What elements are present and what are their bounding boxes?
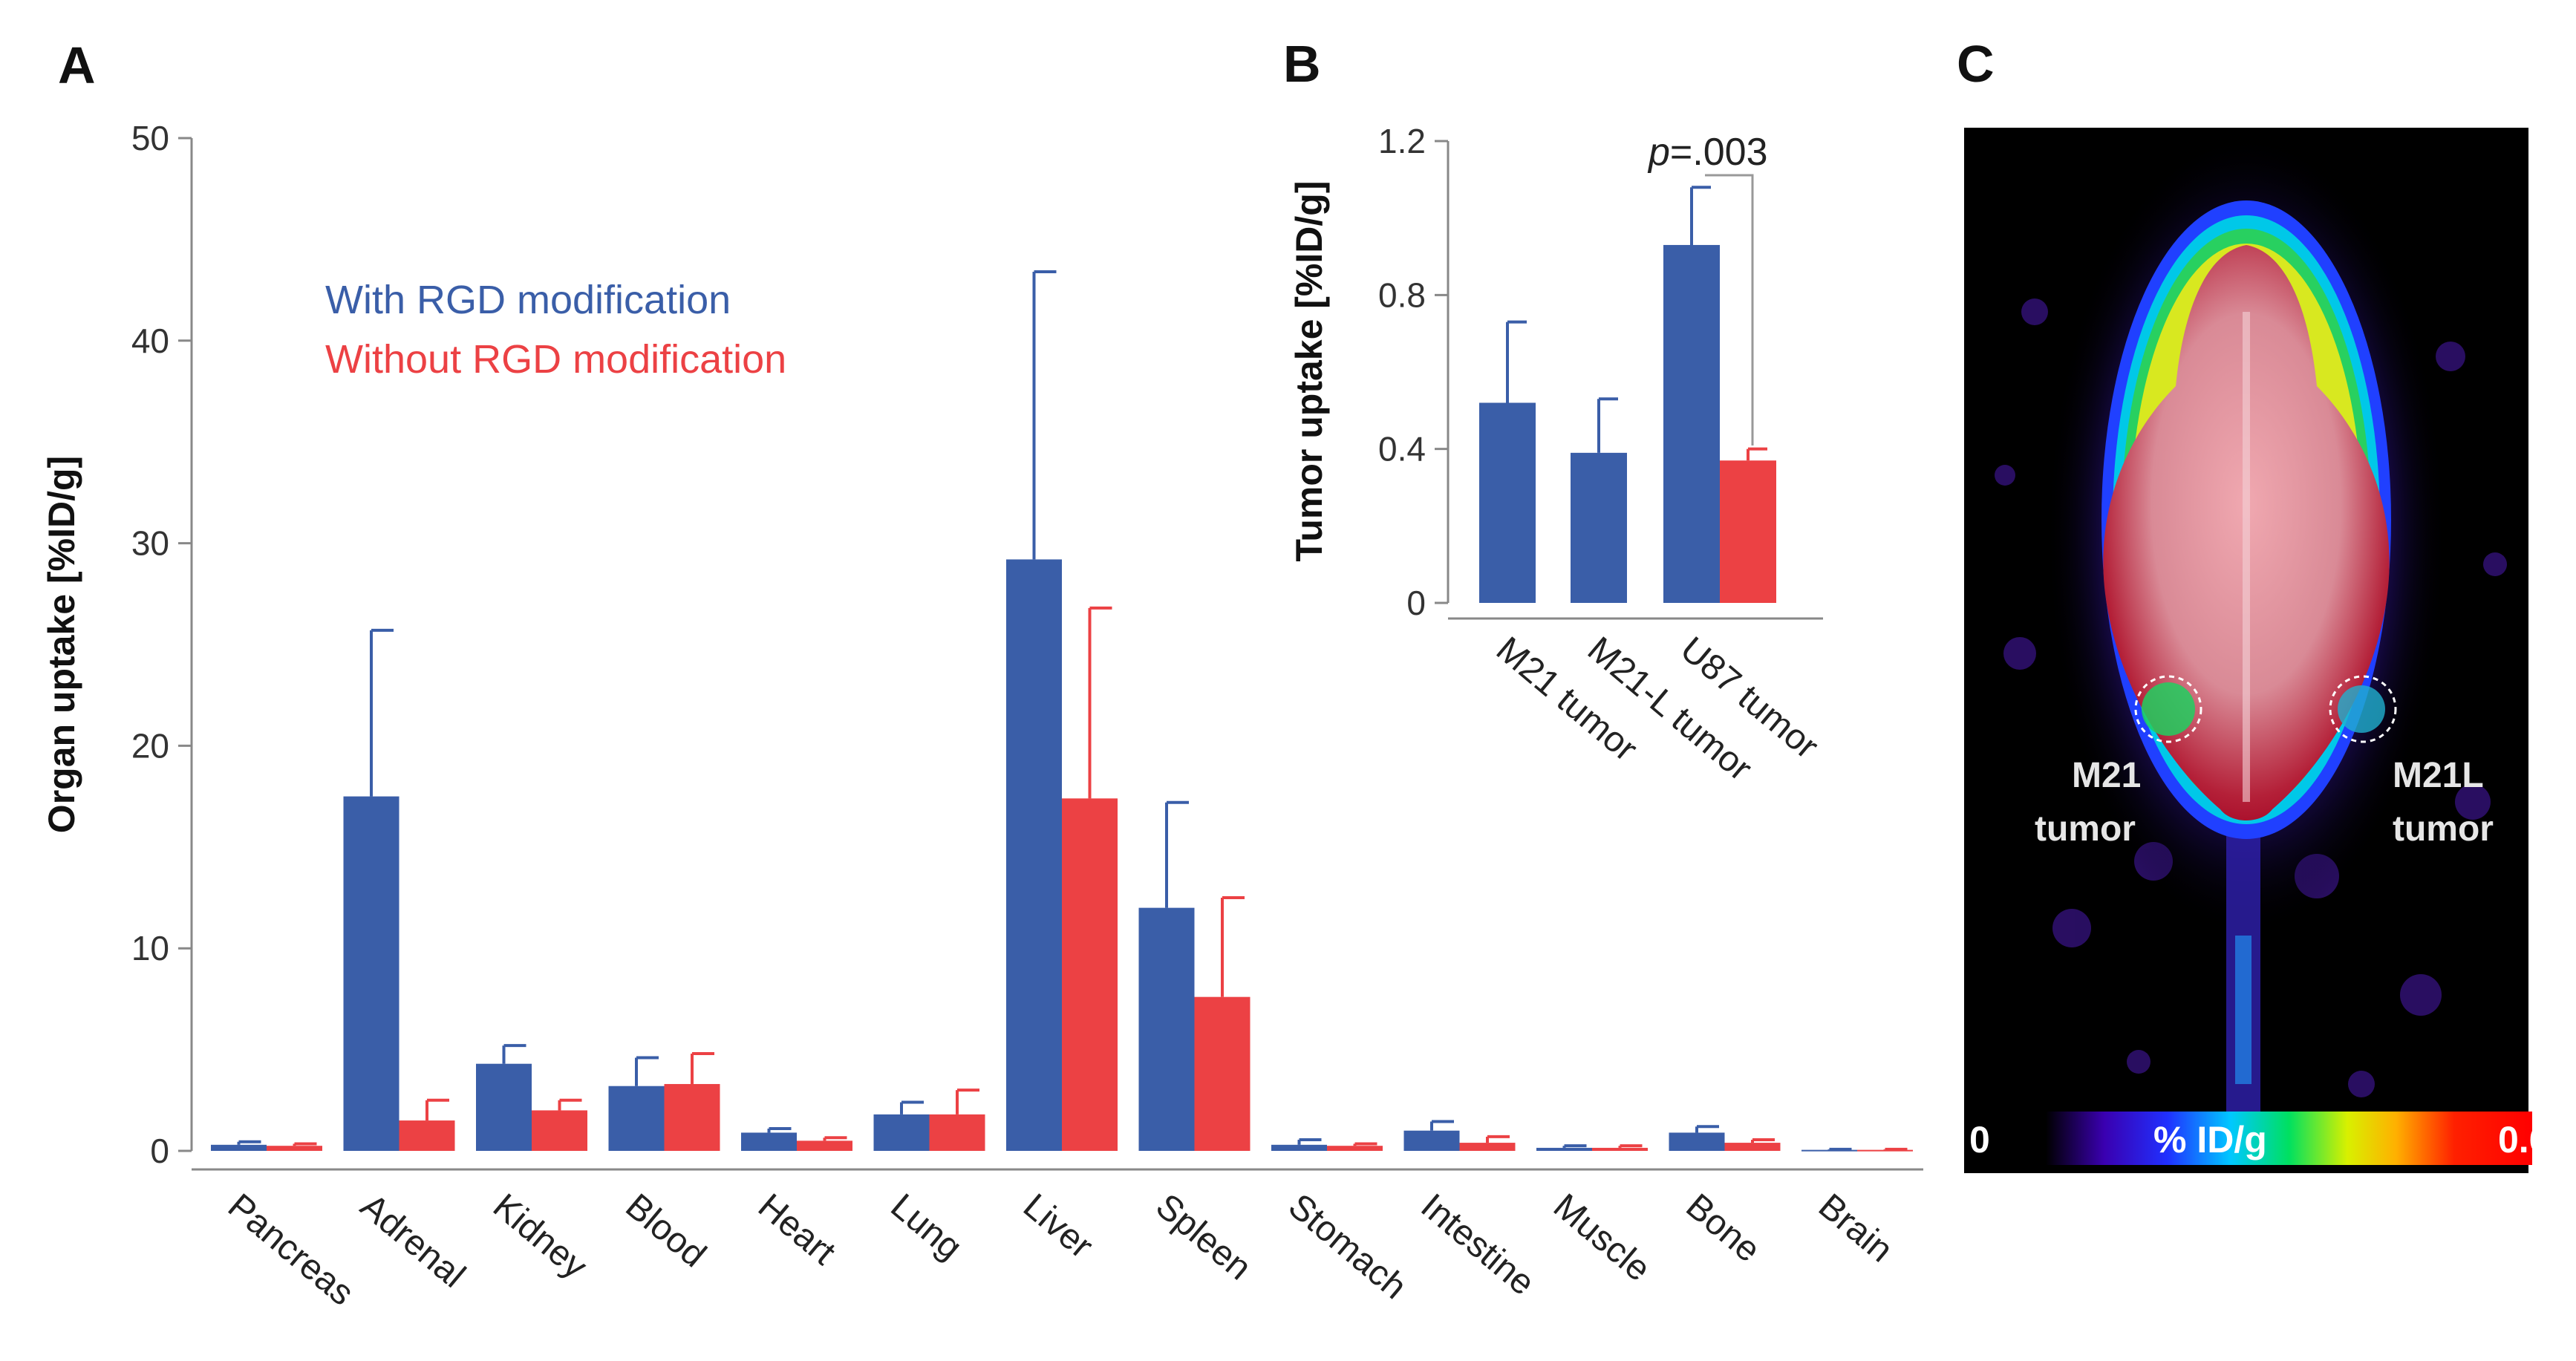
a-bar-blood-with-rgd [608,1086,665,1151]
panel-label-c: C [1957,35,1995,93]
a-x-tick-label: Bone [1678,1187,1767,1270]
a-x-tick-label: Intestine [1413,1187,1542,1303]
a-bar-lung-with-rgd [873,1114,930,1151]
a-bar-bone-with-rgd [1669,1132,1725,1151]
tumor-m21l-roi [2329,675,2397,743]
chart-b-y-ticks: 0 0.4 0.8 1.2 [1378,122,1448,622]
label-m21l-line1: M21L [2393,756,2484,795]
a-y-tick-label: 10 [131,929,169,967]
a-y-tick-label: 0 [150,1132,169,1170]
label-m21-line2: tumor [2035,809,2136,849]
a-y-tick-label: 20 [131,726,169,765]
chart-a-y-ticks: 0 10 20 30 40 50 [131,119,192,1170]
tumor-m21-signal [2142,682,2195,736]
a-bar-intestine-with-rgd [1403,1130,1460,1151]
a-y-tick-label: 30 [131,524,169,563]
b-bar-1-with-rgd [1479,402,1536,603]
a-x-tick-label: Brain [1811,1187,1900,1270]
a-x-tick-label: Pancreas [221,1187,361,1313]
a-bar-bone-without-rgd [1724,1143,1781,1151]
a-bar-adrenal-without-rgd [399,1120,455,1151]
a-y-tick-label: 40 [131,322,169,360]
b-bar-3-without-rgd [1720,460,1776,603]
a-x-tick-label: Stomach [1281,1187,1414,1307]
a-bar-heart-with-rgd [741,1132,797,1151]
colorbar-max: 0.6 [2498,1119,2550,1161]
colorbar [2046,1112,2532,1165]
a-bar-pancreas-with-rgd [211,1144,267,1151]
a-bar-kidney-without-rgd [532,1110,587,1151]
chart-a-bars [211,270,1913,1152]
panel-label-b: B [1283,35,1321,93]
chart-a-y-axis-label: Organ uptake [%ID/g] [41,456,82,833]
label-m21l-line2: tumor [2393,809,2494,849]
a-x-tick-label: Adrenal [353,1187,472,1296]
a-bar-blood-without-rgd [664,1083,720,1151]
panel-label-a: A [58,36,96,94]
legend-without-rgd: Without RGD modification [325,337,786,382]
a-y-tick-label: 50 [131,119,169,157]
a-bar-liver-with-rgd [1006,559,1062,1151]
a-bar-stomach-without-rgd [1327,1146,1383,1151]
a-bar-stomach-with-rgd [1271,1144,1327,1151]
a-bar-heart-without-rgd [797,1140,852,1151]
a-x-tick-label: Heart [751,1187,843,1273]
a-x-tick-label: Blood [618,1187,713,1276]
a-bar-liver-without-rgd [1062,798,1118,1151]
pet-image-panel: M21 tumor M21L tumor 0 % ID/g 0.6 [1964,128,2550,1173]
p-value-annotation: p=.003 [1647,131,1768,174]
b-y-tick-label: 0 [1406,584,1426,622]
p-symbol: p [1647,131,1670,174]
b-y-tick-label: 0.4 [1378,430,1426,469]
a-bar-spleen-with-rgd [1138,907,1195,1151]
a-bar-adrenal-with-rgd [343,796,400,1151]
a-bar-kidney-with-rgd [476,1063,532,1151]
legend-with-rgd: With RGD modification [325,278,731,322]
b-y-tick-label: 1.2 [1378,122,1426,160]
chart-b-bars [1479,186,1776,603]
a-bar-muscle-with-rgd [1536,1147,1592,1151]
a-x-tick-label: Spleen [1148,1187,1259,1288]
b-bar-3-with-rgd [1663,244,1720,603]
tumor-m21-roi [2134,675,2202,743]
a-bar-muscle-without-rgd [1592,1147,1648,1151]
chart-b-y-axis-label: Tumor uptake [%ID/g] [1288,181,1330,562]
label-m21-line1: M21 [2072,756,2141,795]
a-x-tick-label: Kidney [486,1187,594,1287]
a-x-tick-label: Liver [1016,1187,1100,1266]
a-x-tick-label: Muscle [1546,1187,1658,1289]
p-number: =.003 [1670,131,1768,174]
a-bar-spleen-without-rgd [1194,996,1250,1151]
significance-bracket [1705,174,1754,445]
a-bar-lung-without-rgd [929,1114,985,1151]
a-x-tick-label: Lung [883,1187,969,1267]
b-bar-2-with-rgd [1571,452,1627,603]
pet-tail-core [2235,936,2251,1084]
colorbar-title: % ID/g [2153,1119,2267,1161]
b-y-tick-label: 0.8 [1378,275,1426,314]
tumor-m21l-signal [2338,685,2385,733]
a-bar-intestine-without-rgd [1459,1143,1516,1151]
a-bar-pancreas-without-rgd [267,1146,322,1151]
colorbar-min: 0 [1969,1119,1990,1161]
